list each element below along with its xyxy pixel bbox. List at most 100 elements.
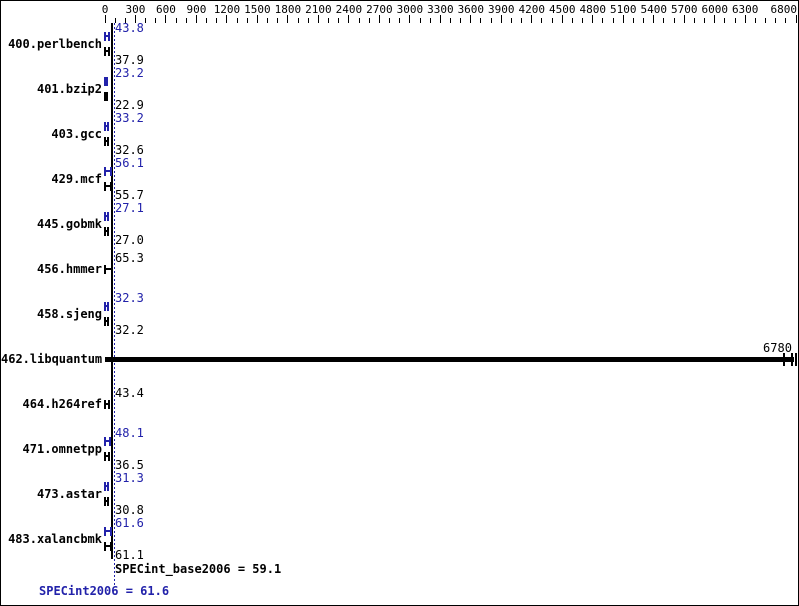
axis-minor-tick xyxy=(785,18,787,23)
axis-tick-label: 3000 xyxy=(396,3,424,16)
result-bar-tick xyxy=(107,481,110,491)
base-value: 43.4 xyxy=(115,386,144,400)
axis-minor-tick xyxy=(571,18,573,23)
axis-minor-tick xyxy=(734,18,736,23)
axis-minor-tick xyxy=(490,18,492,23)
base-value: 27.0 xyxy=(115,233,144,247)
specint-base-summary: SPECint_base2006 = 59.1 xyxy=(115,562,282,576)
axis-major-tick xyxy=(226,15,228,23)
benchmark-label: 445.gobmk xyxy=(36,217,102,231)
peak-mean-line xyxy=(114,23,115,587)
axis-minor-tick xyxy=(114,18,116,23)
result-bar xyxy=(105,320,109,322)
result-bar-tick xyxy=(790,352,793,366)
result-bar xyxy=(105,530,112,532)
result-bar-tick xyxy=(104,451,106,461)
result-bar xyxy=(105,125,109,127)
result-bar-tick xyxy=(108,399,111,409)
result-bar-tick xyxy=(104,264,106,274)
axis-major-tick xyxy=(165,15,167,23)
benchmark-label: 462.libquantum xyxy=(1,352,103,366)
benchmark-label: 458.sjeng xyxy=(36,307,102,321)
axis-major-tick xyxy=(531,15,533,23)
axis-major-tick xyxy=(561,15,563,23)
axis-minor-tick xyxy=(185,18,187,23)
axis-minor-tick xyxy=(429,18,431,23)
result-bar-tick xyxy=(107,496,110,506)
axis-major-tick xyxy=(592,15,594,23)
axis-major-tick xyxy=(714,15,716,23)
axis-tick-label: 5100 xyxy=(610,3,637,16)
axis-minor-tick xyxy=(277,18,279,23)
result-bar-tick xyxy=(104,436,106,446)
axis-minor-tick xyxy=(175,18,177,23)
base-value: 36.5 xyxy=(115,458,144,472)
axis-major-tick xyxy=(348,15,350,23)
axis-minor-tick xyxy=(765,18,766,23)
axis-minor-tick xyxy=(216,18,218,23)
benchmark-label: 473.astar xyxy=(36,487,102,501)
axis-major-tick xyxy=(744,15,746,23)
axis-minor-tick xyxy=(632,18,634,23)
result-bar-tick xyxy=(108,436,111,446)
axis-minor-tick xyxy=(358,18,360,23)
axis-major-tick xyxy=(683,15,685,23)
result-bar-tick xyxy=(782,352,785,366)
result-bar xyxy=(105,485,109,487)
axis-tick-label: 4200 xyxy=(518,3,546,16)
result-bar-tick xyxy=(107,121,110,131)
result-bar-tick xyxy=(104,181,106,191)
result-bar-tick xyxy=(106,91,109,101)
benchmark-label: 471.omnetpp xyxy=(22,442,102,456)
axis-major-tick xyxy=(256,15,258,23)
result-bar-tick xyxy=(104,316,106,326)
base-mean-line xyxy=(111,23,113,559)
axis-major-tick xyxy=(409,15,411,23)
peak-value: 33.2 xyxy=(115,111,144,125)
axis-minor-tick xyxy=(775,18,777,23)
result-bar-tick xyxy=(104,46,106,56)
axis-tick-label: 1500 xyxy=(244,3,271,16)
result-bar xyxy=(105,305,109,307)
base-value: 32.6 xyxy=(115,143,144,157)
axis-minor-tick xyxy=(582,18,584,23)
axis-tick-label: 5400 xyxy=(640,3,667,16)
axis-minor-tick xyxy=(460,18,462,23)
result-bar-tick xyxy=(110,541,113,551)
result-bar-tick xyxy=(104,76,106,86)
result-bar xyxy=(105,95,108,97)
result-bar xyxy=(105,215,108,217)
axis-tick-label: 600 xyxy=(156,3,176,16)
result-bar-tick xyxy=(110,526,113,536)
result-bar-tick xyxy=(104,301,106,311)
axis-tick-label: 2700 xyxy=(366,3,393,16)
result-bar-tick xyxy=(108,31,111,41)
result-bar xyxy=(105,80,108,82)
axis-tick-label: 2400 xyxy=(335,3,363,16)
axis-minor-tick xyxy=(693,18,695,23)
result-bar-tick xyxy=(107,451,110,461)
axis-minor-tick xyxy=(551,18,553,23)
axis-tick-label: 300 xyxy=(125,3,146,16)
result-bar-tick xyxy=(104,121,106,131)
axis-minor-tick xyxy=(754,18,756,23)
axis-tick-label: 3600 xyxy=(457,3,485,16)
result-bar xyxy=(105,545,112,547)
result-bar-tick xyxy=(104,541,106,551)
benchmark-label: 401.bzip2 xyxy=(36,82,102,96)
peak-value: 27.1 xyxy=(115,201,144,215)
benchmark-label: 456.hmmer xyxy=(36,262,102,276)
axis-minor-tick xyxy=(419,18,421,23)
peak-value: 61.6 xyxy=(115,516,144,530)
base-value: 6780 xyxy=(763,341,792,355)
axis-minor-tick xyxy=(450,18,451,23)
result-bar xyxy=(105,500,109,502)
result-bar-tick xyxy=(794,352,797,366)
axis-tick-label: 900 xyxy=(186,3,207,16)
axis-minor-tick xyxy=(145,18,147,23)
result-bar xyxy=(105,140,109,142)
axis-tick-label: 3900 xyxy=(488,3,515,16)
axis-minor-tick xyxy=(246,18,248,23)
